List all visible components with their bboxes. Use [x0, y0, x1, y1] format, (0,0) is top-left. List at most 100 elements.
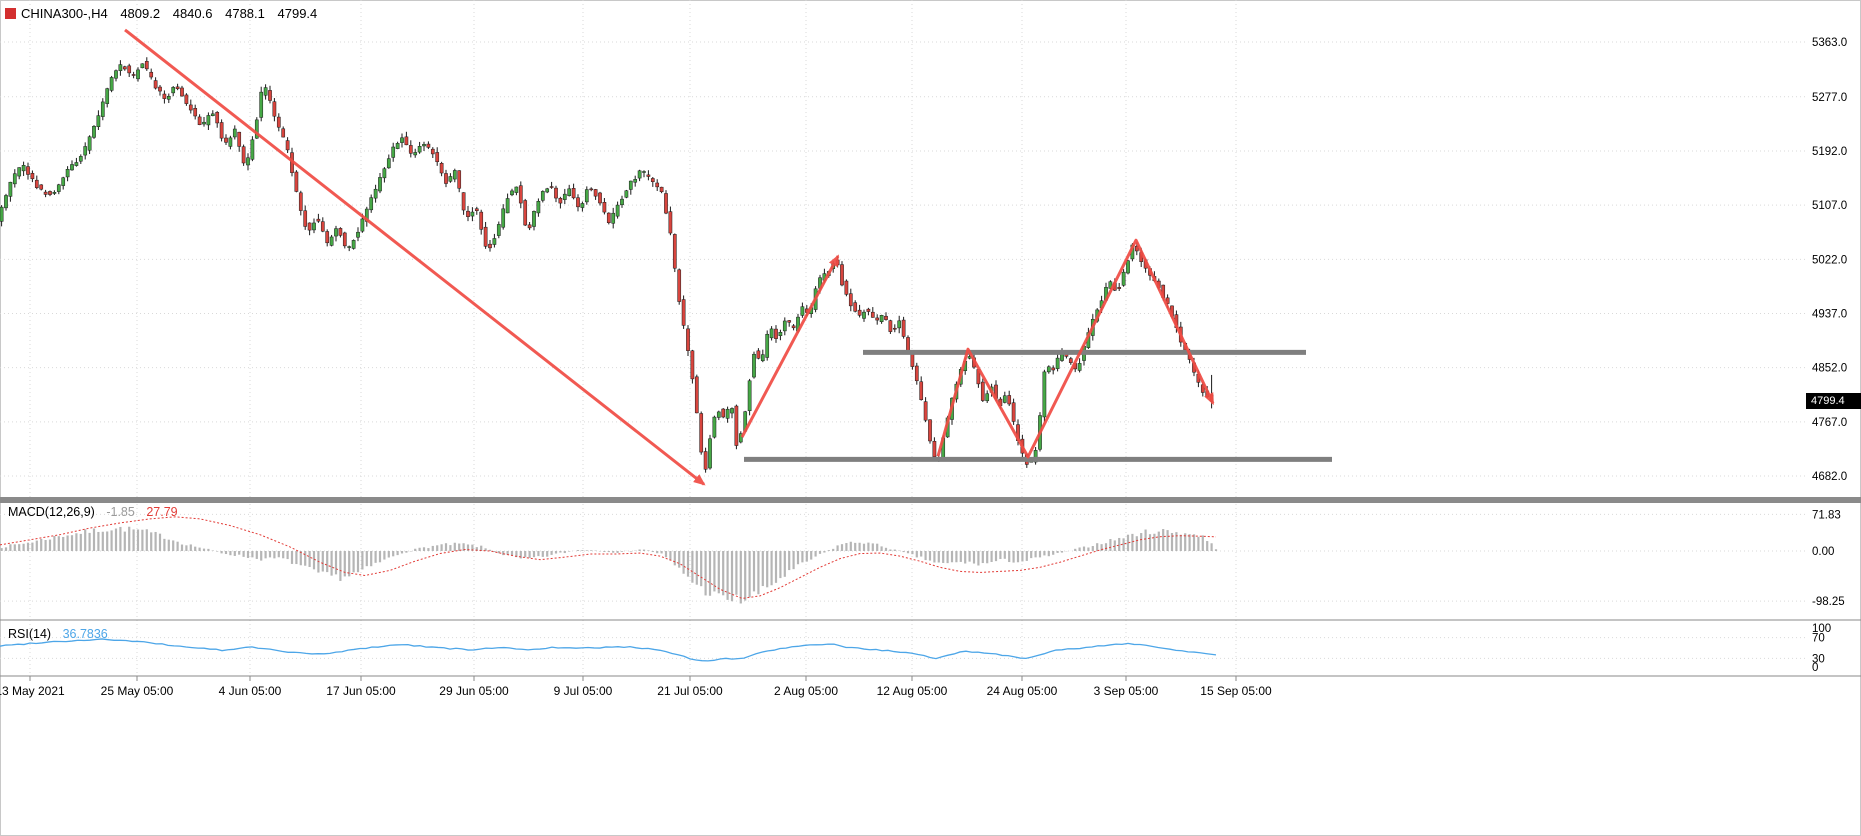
candle-body: [910, 353, 915, 367]
candle-body: [593, 189, 598, 197]
candle-body: [162, 93, 167, 99]
candle-body: [479, 211, 484, 230]
candle-body: [228, 137, 233, 147]
candle-body: [870, 311, 875, 318]
candle-body: [782, 320, 787, 332]
candle-body: [338, 228, 343, 236]
ohlc-close: 4799.4: [277, 6, 318, 21]
symbol-timeframe-label: CHINA300-,H4: [21, 6, 108, 21]
candle-body: [34, 179, 39, 188]
candle-body: [1121, 271, 1126, 286]
candle-body: [730, 408, 734, 414]
candle-body: [659, 186, 664, 193]
candle-body: [369, 197, 374, 211]
candle-body: [448, 176, 453, 182]
candle-body: [642, 171, 646, 173]
candle-body: [787, 320, 792, 323]
candle-body: [712, 416, 717, 438]
candle-body: [747, 380, 752, 412]
candle-body: [202, 121, 206, 125]
candle-body: [105, 88, 110, 104]
candle-body: [65, 169, 70, 178]
candle-body: [906, 337, 910, 353]
ohlc-low: 4788.1: [225, 6, 265, 21]
candle-body: [0, 206, 4, 222]
candle-body: [285, 140, 290, 151]
candle-body: [276, 116, 281, 128]
candle-body: [589, 188, 594, 191]
candle-body: [386, 158, 391, 169]
macd-tick-label: -98.25: [1812, 596, 1845, 608]
rally-arrow[interactable]: [740, 254, 840, 438]
candle-body: [298, 192, 303, 211]
candle-body: [452, 170, 457, 180]
candle-body: [527, 224, 532, 229]
candle-body: [153, 80, 158, 89]
candle-body: [193, 108, 198, 117]
candle-body: [1011, 402, 1016, 422]
price-tick-label: 5022.0: [1812, 254, 1847, 266]
macd-tick-label: 0.00: [1812, 546, 1834, 558]
candle-body: [536, 200, 541, 214]
candle-body: [246, 157, 250, 166]
candle-body: [708, 438, 712, 469]
candle-body: [166, 95, 171, 100]
ohlc-open: 4809.2: [120, 6, 161, 21]
downtrend-arrow[interactable]: [124, 28, 706, 486]
candle-body: [312, 222, 316, 231]
candle-body: [26, 166, 30, 175]
candle-body: [677, 269, 682, 302]
price-tick-label: 4682.0: [1812, 471, 1847, 483]
candle-body: [518, 185, 523, 204]
price-tick-label: 4937.0: [1812, 308, 1847, 320]
candle-body: [1068, 358, 1073, 363]
candle-body: [439, 163, 444, 174]
candle-body: [756, 350, 761, 359]
rsi-tick-label: 70: [1812, 633, 1825, 645]
candle-body: [224, 137, 228, 143]
candle-body: [716, 411, 721, 418]
candle-body: [862, 311, 866, 319]
candle-body: [545, 188, 550, 193]
candle-body: [74, 162, 79, 166]
chart-indicator-separator[interactable]: [0, 497, 1861, 503]
ohlc-high: 4840.6: [172, 6, 213, 21]
candle-body: [268, 90, 272, 101]
candle-body: [765, 333, 770, 358]
candle-body: [56, 184, 61, 192]
candle-body: [307, 222, 312, 231]
candle-body: [501, 208, 506, 228]
candle-body: [919, 381, 924, 400]
candle-body: [721, 408, 726, 418]
candle-body: [8, 181, 13, 197]
candle-body: [540, 191, 545, 201]
price-tick-label: 4767.0: [1812, 417, 1847, 429]
candle-body: [686, 328, 690, 351]
candle-body: [356, 231, 360, 238]
date-tick-label: 25 May 05:00: [101, 684, 174, 698]
candle-body: [188, 104, 193, 111]
candle-body: [1117, 287, 1122, 289]
candle-body: [769, 328, 774, 339]
symbol-icon: [5, 8, 16, 19]
candle-body: [914, 365, 919, 382]
zigzag-arrow[interactable]: [936, 238, 1215, 459]
candle-body: [136, 69, 140, 80]
candle-body: [620, 198, 624, 206]
candle-body: [488, 243, 492, 249]
candle-body: [158, 86, 162, 92]
candle-body: [52, 192, 57, 194]
candle-body: [435, 152, 440, 163]
candle-body: [554, 187, 558, 199]
candle-body: [342, 232, 347, 247]
candle-body: [932, 441, 937, 457]
candle-body: [514, 186, 519, 193]
candle-body: [395, 143, 400, 149]
candle-body: [474, 208, 479, 211]
candle-body: [879, 315, 884, 323]
candle-body: [549, 186, 554, 188]
candle-body: [466, 210, 470, 217]
candle-body: [752, 353, 756, 378]
macd-signal-line: [0, 516, 1217, 599]
